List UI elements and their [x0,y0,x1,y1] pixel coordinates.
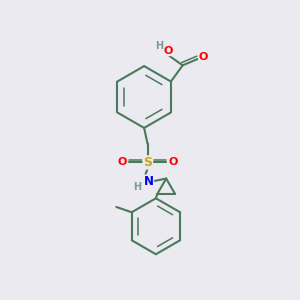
Text: O: O [117,158,127,167]
Text: O: O [163,46,172,56]
Text: O: O [169,158,178,167]
Text: S: S [143,156,152,169]
Text: N: N [143,175,154,188]
Text: H: H [155,40,163,51]
Text: O: O [199,52,208,61]
Text: H: H [133,182,141,192]
